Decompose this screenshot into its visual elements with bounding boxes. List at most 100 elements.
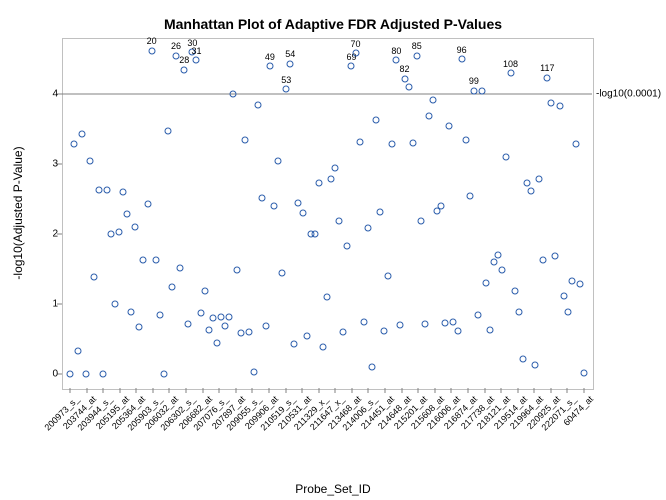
scatter-point <box>466 192 473 199</box>
scatter-point <box>470 87 477 94</box>
chart-title: Manhattan Plot of Adaptive FDR Adjusted … <box>0 16 666 32</box>
x-tick <box>385 388 386 393</box>
scatter-point <box>234 267 241 274</box>
scatter-point <box>536 176 543 183</box>
scatter-point <box>250 368 257 375</box>
x-tick <box>219 388 220 393</box>
scatter-point <box>413 52 420 59</box>
scatter-point <box>515 309 522 316</box>
scatter-point <box>177 264 184 271</box>
scatter-point <box>523 179 530 186</box>
scatter-point <box>99 371 106 378</box>
scatter-point <box>474 311 481 318</box>
scatter-point <box>279 269 286 276</box>
scatter-point <box>319 344 326 351</box>
scatter-point <box>483 280 490 287</box>
scatter-point <box>352 50 359 57</box>
x-tick <box>418 388 419 393</box>
x-tick <box>202 388 203 393</box>
scatter-point <box>238 330 245 337</box>
x-tick <box>252 388 253 393</box>
scatter-point <box>152 256 159 263</box>
point-label: 26 <box>171 41 181 51</box>
x-tick <box>152 388 153 393</box>
reference-line-label: -log10(0.0001) <box>596 89 661 100</box>
scatter-point <box>401 75 408 82</box>
scatter-point <box>417 218 424 225</box>
scatter-point <box>385 273 392 280</box>
scatter-point <box>213 339 220 346</box>
x-tick <box>517 388 518 393</box>
point-label: 28 <box>179 55 189 65</box>
x-tick <box>268 388 269 393</box>
scatter-point <box>479 87 486 94</box>
scatter-point <box>348 63 355 70</box>
scatter-point <box>205 326 212 333</box>
y-tick-label: 1 <box>44 299 58 310</box>
scatter-point <box>132 224 139 231</box>
scatter-point <box>124 211 131 218</box>
x-tick <box>550 388 551 393</box>
x-tick <box>285 388 286 393</box>
scatter-point <box>532 361 539 368</box>
x-tick <box>467 388 468 393</box>
point-label: 85 <box>412 41 422 51</box>
x-tick <box>584 388 585 393</box>
x-tick <box>86 388 87 393</box>
scatter-point <box>442 319 449 326</box>
scatter-point <box>581 369 588 376</box>
scatter-point <box>540 256 547 263</box>
scatter-point <box>368 364 375 371</box>
scatter-point <box>527 187 534 194</box>
x-tick <box>186 388 187 393</box>
scatter-point <box>217 313 224 320</box>
point-label: 108 <box>503 59 518 69</box>
point-label: 117 <box>540 63 554 73</box>
point-label: 82 <box>399 64 409 74</box>
scatter-point <box>548 100 555 107</box>
scatter-point <box>254 101 261 108</box>
scatter-point <box>491 259 498 266</box>
x-tick <box>136 388 137 393</box>
scatter-point <box>499 267 506 274</box>
x-tick <box>567 388 568 393</box>
scatter-point <box>377 208 384 215</box>
scatter-point <box>425 113 432 120</box>
scatter-point <box>507 70 514 77</box>
scatter-point <box>230 91 237 98</box>
x-tick <box>484 388 485 393</box>
scatter-point <box>311 231 318 238</box>
scatter-point <box>303 332 310 339</box>
x-tick <box>501 388 502 393</box>
x-axis-label: Probe_Set_ID <box>0 482 666 496</box>
x-tick <box>534 388 535 393</box>
y-tick-label: 0 <box>44 369 58 380</box>
x-tick <box>103 388 104 393</box>
scatter-point <box>397 322 404 329</box>
scatter-point <box>364 225 371 232</box>
scatter-point <box>148 47 155 54</box>
scatter-point <box>246 329 253 336</box>
point-label: 70 <box>351 39 361 49</box>
scatter-point <box>328 176 335 183</box>
scatter-point <box>185 320 192 327</box>
scatter-point <box>336 218 343 225</box>
scatter-point <box>103 186 110 193</box>
scatter-point <box>115 228 122 235</box>
scatter-point <box>107 231 114 238</box>
scatter-point <box>75 347 82 354</box>
reference-line <box>62 94 592 95</box>
plot-area <box>62 38 594 390</box>
scatter-point <box>266 63 273 70</box>
scatter-point <box>564 309 571 316</box>
scatter-point <box>315 179 322 186</box>
scatter-point <box>201 288 208 295</box>
scatter-point <box>446 122 453 129</box>
scatter-point <box>360 318 367 325</box>
x-tick <box>451 388 452 393</box>
point-label: 80 <box>391 46 401 56</box>
scatter-point <box>168 283 175 290</box>
scatter-point <box>393 57 400 64</box>
point-label: 53 <box>281 75 291 85</box>
scatter-point <box>262 323 269 330</box>
